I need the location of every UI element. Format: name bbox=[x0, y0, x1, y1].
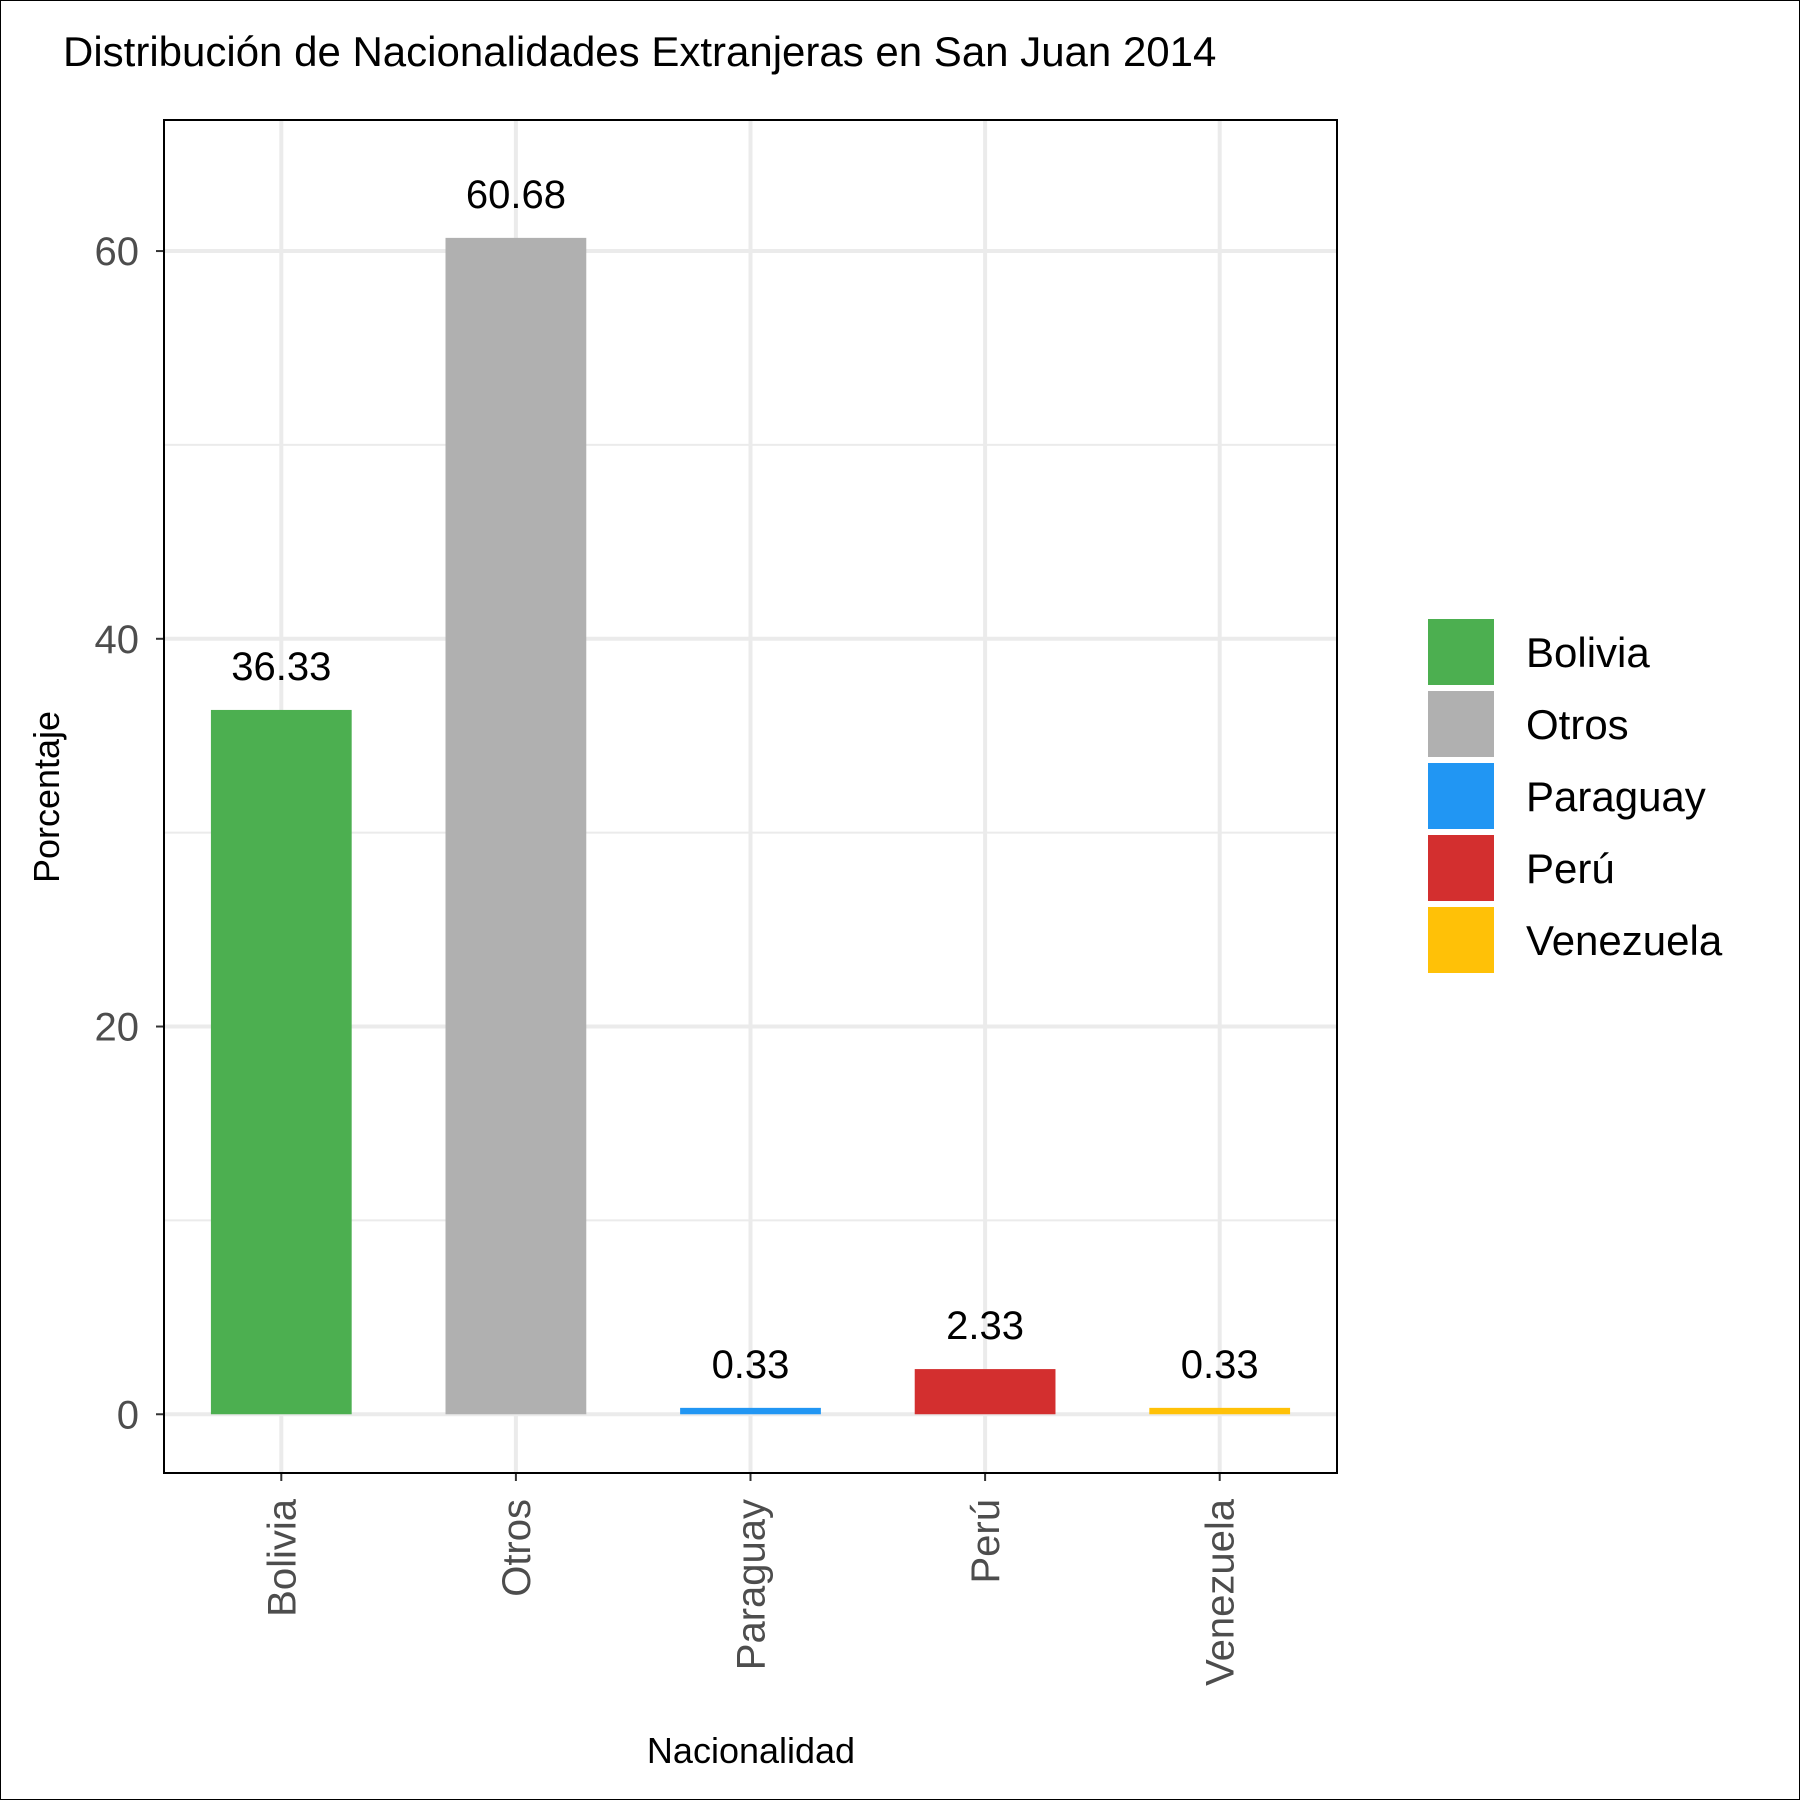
y-axis-title: Porcentaje bbox=[26, 711, 67, 883]
legend-label: Paraguay bbox=[1526, 773, 1706, 820]
data-label: 0.33 bbox=[1181, 1343, 1259, 1387]
legend-swatch bbox=[1428, 763, 1494, 829]
data-labels: 36.33 60.68 0.33 2.33 0.33 bbox=[231, 173, 1258, 1387]
legend-swatch bbox=[1428, 691, 1494, 757]
legend-swatch bbox=[1428, 907, 1494, 973]
x-tick-label: Venezuela bbox=[1199, 1498, 1243, 1686]
bar-bolivia bbox=[210, 709, 352, 1415]
data-label: 2.33 bbox=[946, 1304, 1024, 1348]
x-axis-title: Nacionalidad bbox=[647, 1730, 855, 1771]
y-tick-label: 0 bbox=[117, 1393, 139, 1437]
x-tick-label: Otros bbox=[495, 1499, 539, 1597]
legend-swatch bbox=[1428, 835, 1494, 901]
bar-venezuela bbox=[1149, 1407, 1291, 1415]
legend: Bolivia Otros Paraguay Perú Venezuela bbox=[1428, 619, 1723, 973]
bar-paraguay bbox=[680, 1407, 821, 1415]
legend-swatch bbox=[1428, 619, 1494, 685]
y-tick-label: 40 bbox=[95, 618, 140, 662]
data-label: 36.33 bbox=[231, 645, 331, 689]
legend-label: Otros bbox=[1526, 701, 1629, 748]
bar-otros bbox=[445, 237, 587, 1415]
legend-label: Perú bbox=[1526, 845, 1615, 892]
bars bbox=[210, 237, 1291, 1415]
chart-title: Distribución de Nacionalidades Extranjer… bbox=[63, 28, 1216, 75]
y-tick-label: 20 bbox=[95, 1006, 140, 1050]
plot-border bbox=[163, 119, 1338, 1474]
x-tick-label: Paraguay bbox=[730, 1499, 774, 1670]
y-axis: 0 20 40 60 bbox=[95, 230, 164, 1437]
data-label: 0.33 bbox=[712, 1343, 790, 1387]
bar-per bbox=[914, 1369, 1056, 1415]
x-tick-label: Bolivia bbox=[260, 1498, 304, 1617]
legend-label: Bolivia bbox=[1526, 629, 1650, 676]
data-label: 60.68 bbox=[466, 173, 566, 217]
x-axis: Bolivia Otros Paraguay Perú Venezuela bbox=[260, 1473, 1243, 1686]
y-tick-label: 60 bbox=[95, 230, 140, 274]
x-tick-label: Perú bbox=[964, 1499, 1008, 1584]
legend-label: Venezuela bbox=[1526, 917, 1723, 964]
